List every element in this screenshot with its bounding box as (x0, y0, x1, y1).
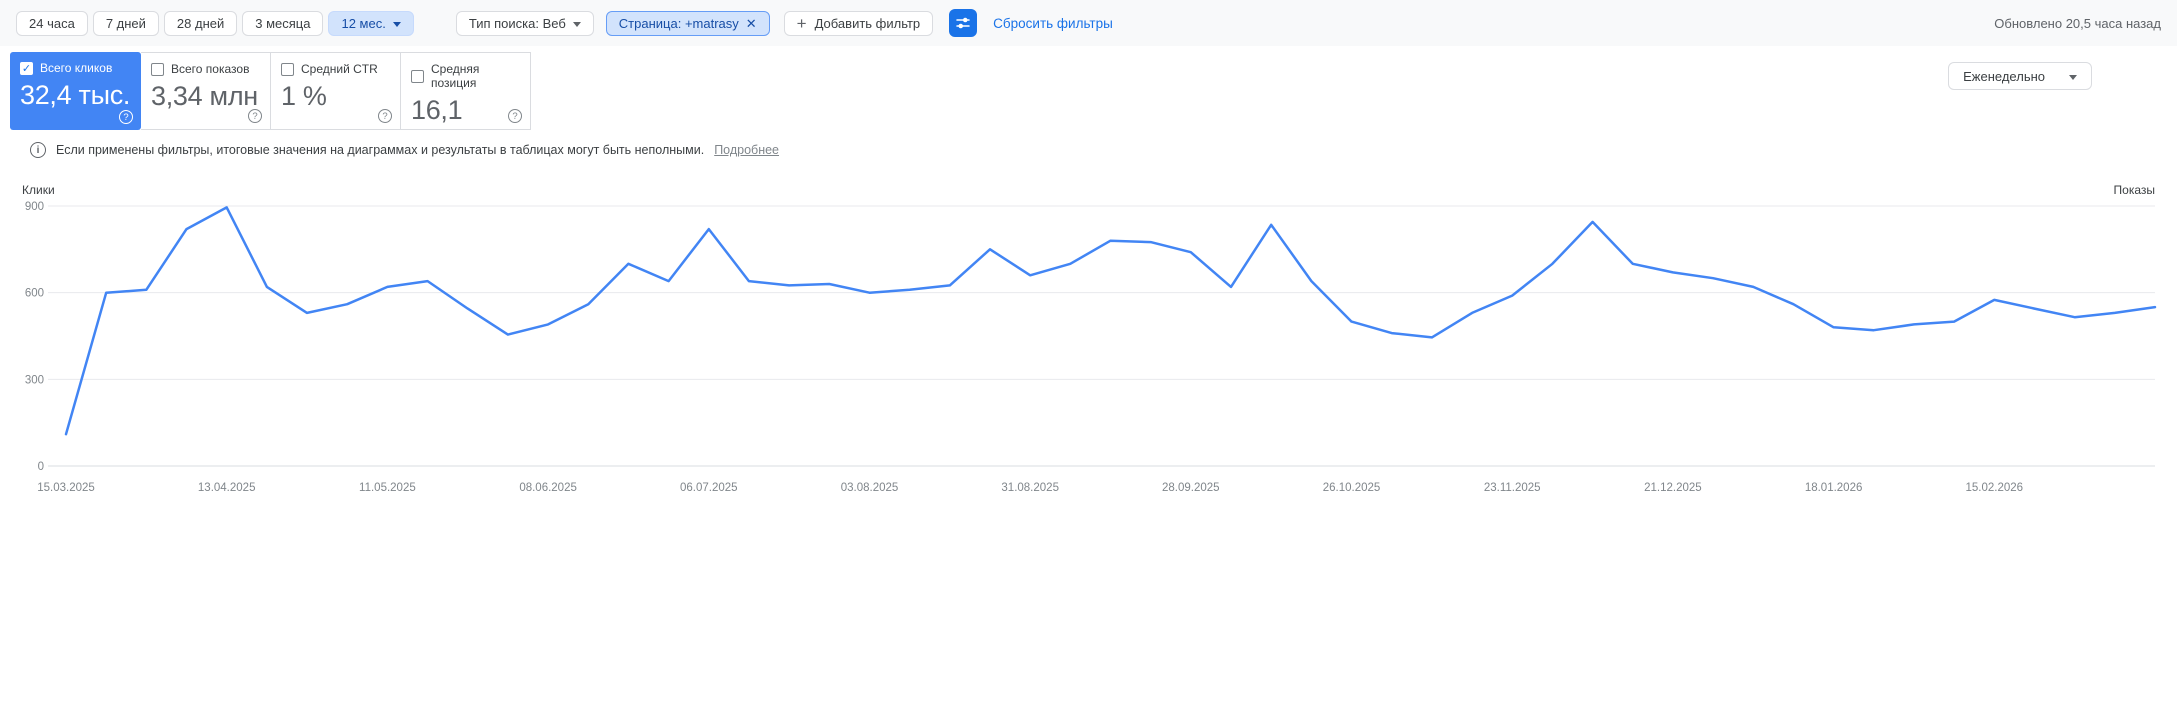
filter-toolbar: 24 часа 7 дней 28 дней 3 месяца 12 мес. … (0, 0, 2177, 46)
tune-sliders-icon (956, 17, 970, 29)
x-axis-tick: 21.12.2025 (1644, 482, 1702, 494)
y-axis-tick: 300 (25, 374, 44, 386)
checkbox-unchecked-icon[interactable] (411, 69, 424, 83)
metric-card-average-ctr[interactable]: Средний CTR 1 % ? (271, 52, 401, 130)
range-label: 7 дней (105, 15, 146, 31)
close-icon[interactable]: ✕ (745, 15, 757, 31)
range-button-3m[interactable]: 3 месяца (242, 10, 324, 36)
x-axis-tick: 28.09.2025 (1162, 482, 1220, 494)
range-button-24h[interactable]: 24 часа (16, 10, 88, 36)
range-label: 28 дней (176, 15, 225, 31)
x-axis-tick: 15.02.2026 (1966, 482, 2024, 494)
metric-card-header: Средний CTR (281, 62, 390, 76)
filters-notice-banner: i Если применены фильтры, итоговые значе… (30, 142, 779, 158)
right-axis-label: Показы (2113, 183, 2155, 197)
chevron-down-icon (572, 21, 581, 27)
y-axis-tick: 0 (38, 461, 44, 473)
learn-more-link[interactable]: Подробнее (714, 143, 780, 157)
metric-value: 1 % (281, 81, 327, 111)
info-icon: i (30, 142, 46, 158)
metric-card-average-position[interactable]: Средняя позиция 16,1 ? (401, 52, 531, 130)
help-icon[interactable]: ? (378, 109, 392, 123)
x-axis-tick: 23.11.2025 (1484, 482, 1541, 494)
date-range-group: 24 часа 7 дней 28 дней 3 месяца 12 мес. (16, 10, 414, 36)
x-axis-tick: 13.04.2025 (198, 482, 256, 494)
metric-card-header: Средняя позиция (411, 62, 520, 90)
search-type-filter-button[interactable]: Тип поиска: Веб (455, 10, 594, 36)
range-button-28d[interactable]: 28 дней (163, 10, 238, 36)
chevron-down-icon (2069, 74, 2077, 80)
y-axis-tick: 900 (25, 201, 44, 213)
plus-icon: + (796, 13, 807, 33)
metric-label: Средняя позиция (431, 62, 480, 90)
notice-text: Если применены фильтры, итоговые значени… (56, 143, 705, 157)
clicks-series-line[interactable] (64, 206, 2157, 436)
chevron-down-icon (392, 21, 401, 27)
help-icon[interactable]: ? (508, 109, 522, 123)
range-label: 24 часа (29, 15, 75, 31)
range-button-7d[interactable]: 7 дней (92, 10, 159, 36)
search-type-label: Тип поиска: Веб (468, 15, 566, 31)
x-axis-tick: 11.05.2025 (359, 482, 416, 494)
x-axis-tick: 26.10.2025 (1323, 482, 1381, 494)
metric-value: 3,34 млн (151, 81, 258, 111)
reset-filters-link[interactable]: Сбросить фильтры (993, 15, 1113, 31)
x-axis-tick: 08.06.2025 (519, 482, 577, 494)
granularity-label: Еженедельно (1963, 68, 2045, 84)
metric-label: Всего кликов (40, 61, 113, 75)
x-axis-tick: 03.08.2025 (841, 482, 899, 494)
metric-card-total-impressions[interactable]: Всего показов 3,34 млн ? (141, 52, 271, 130)
add-filter-label: Добавить фильтр (814, 15, 921, 31)
x-axis-tick: 18.01.2026 (1805, 482, 1863, 494)
left-axis-label: Клики (22, 183, 55, 197)
x-axis-tick: 31.08.2025 (1001, 482, 1059, 494)
range-button-12m-active[interactable]: 12 мес. (328, 10, 414, 36)
metric-card-header: Всего показов (151, 62, 260, 76)
performance-chart[interactable]: 0 300 600 900 15.03.2025 13.04.2025 11.05.2025… (0, 178, 2177, 508)
metric-card-header: ✓ Всего кликов (20, 61, 131, 75)
metrics-row: ✓ Всего кликов 32,4 тыс. ? Всего показов… (10, 52, 2167, 130)
filter-settings-button[interactable] (949, 9, 978, 37)
metric-value: 32,4 тыс. (20, 80, 131, 110)
checkbox-unchecked-icon[interactable] (151, 62, 164, 76)
add-filter-button[interactable]: + Добавить фильтр (783, 10, 934, 36)
checkbox-checked-icon[interactable]: ✓ (20, 61, 33, 75)
metric-card-total-clicks[interactable]: ✓ Всего кликов 32,4 тыс. ? (10, 52, 141, 130)
last-updated-text: Обновлено 20,5 часа назад (1994, 15, 2161, 31)
help-icon[interactable]: ? (119, 110, 133, 124)
page-filter-label: Страница: +matrasy (618, 15, 739, 31)
range-label: 12 мес. (341, 15, 386, 31)
page-filter-chip[interactable]: Страница: +matrasy ✕ (605, 10, 770, 36)
x-axis-tick: 06.07.2025 (680, 482, 738, 494)
metric-label: Всего показов (171, 62, 250, 76)
help-icon[interactable]: ? (248, 109, 262, 123)
y-axis-tick: 600 (25, 288, 44, 300)
range-label: 3 месяца (255, 15, 311, 31)
metric-value: 16,1 (411, 95, 463, 125)
metric-cards: ✓ Всего кликов 32,4 тыс. ? Всего показов… (10, 52, 2167, 130)
granularity-dropdown[interactable]: Еженедельно (1948, 62, 2092, 90)
metric-label: Средний CTR (301, 62, 378, 76)
checkbox-unchecked-icon[interactable] (281, 62, 294, 76)
x-axis-tick: 15.03.2025 (37, 482, 95, 494)
